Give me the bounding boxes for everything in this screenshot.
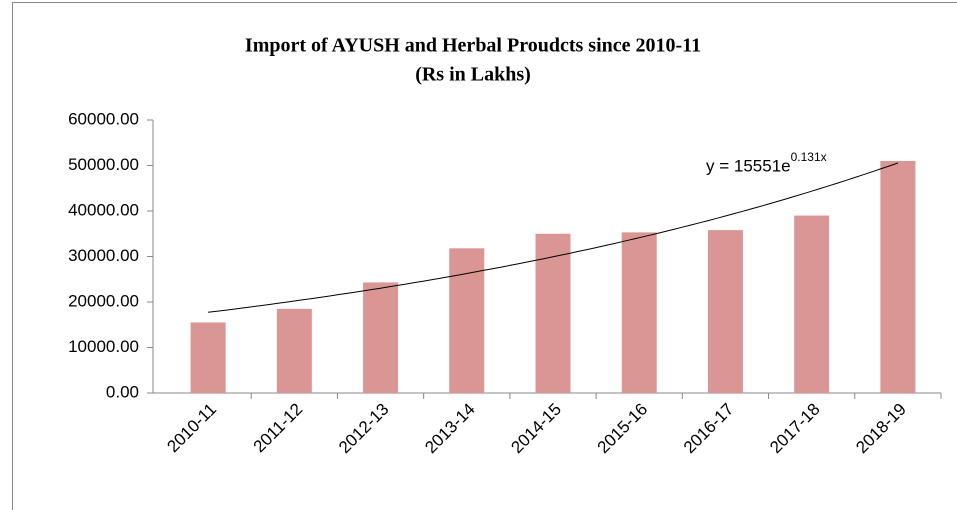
bar — [707, 230, 743, 393]
bar — [363, 282, 399, 393]
x-tick-label: 2013-14 — [421, 400, 479, 458]
y-tick-label: 40000.00 — [68, 200, 139, 219]
bar — [535, 233, 571, 393]
x-tick-label: 2017-18 — [766, 400, 824, 458]
y-tick-label: 60000.00 — [68, 109, 139, 128]
x-tick-label: 2016-17 — [680, 400, 738, 458]
chart-border — [12, 2, 957, 510]
trendline — [208, 162, 899, 313]
trendline-exponent: 0.131x — [791, 150, 827, 164]
y-tick-label: 20000.00 — [68, 291, 139, 310]
bar — [190, 322, 226, 393]
x-tick-label: 2014-15 — [507, 400, 565, 458]
trendline-equation: y = 15551e — [706, 156, 791, 175]
bar — [276, 308, 312, 393]
x-tick-label: 2012-13 — [335, 400, 393, 458]
bar — [621, 232, 657, 393]
x-tick-label: 2011-12 — [250, 400, 307, 457]
x-tick-label: 2015-16 — [594, 400, 652, 458]
bar — [449, 248, 485, 393]
y-tick-label: 0.00 — [106, 382, 139, 401]
x-tick-label: 2018-19 — [852, 400, 910, 458]
chart-subtitle: (Rs in Lakhs) — [415, 64, 531, 86]
y-tick-label: 30000.00 — [68, 246, 139, 265]
y-tick-label: 10000.00 — [68, 337, 139, 356]
bar — [880, 160, 916, 393]
chart-title: Import of AYUSH and Herbal Proudcts sinc… — [245, 35, 701, 57]
x-tick-label: 2010-11 — [163, 400, 220, 457]
bar — [794, 215, 830, 393]
y-tick-label: 50000.00 — [68, 155, 139, 174]
